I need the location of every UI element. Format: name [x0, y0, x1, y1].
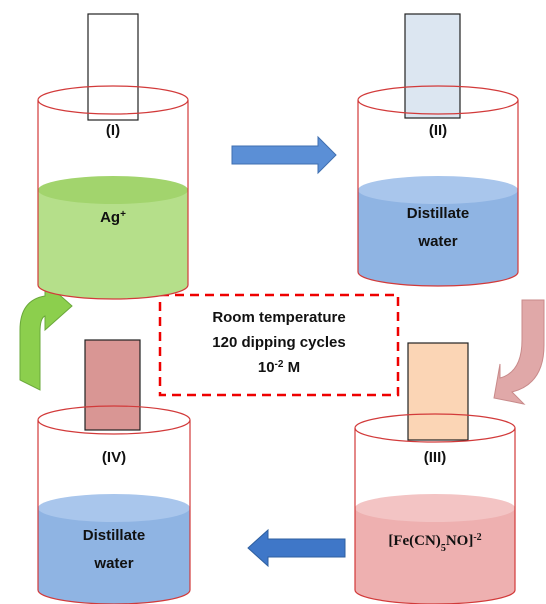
liquid [38, 190, 188, 299]
text-segment: Room temperature [212, 309, 345, 326]
solution-label: Ag+ [100, 209, 126, 227]
arrow-right [231, 135, 337, 175]
substrate [84, 339, 141, 431]
substrate [404, 13, 461, 119]
solution-label: water [93, 555, 133, 572]
beaker-label: (IV) [102, 449, 126, 466]
text-segment: M [283, 359, 300, 376]
beaker-body [37, 100, 189, 300]
liquid-surface [38, 494, 190, 522]
condition-text: 10-2 M [258, 359, 300, 377]
beaker-body [357, 100, 519, 287]
solution-label: water [417, 233, 457, 250]
condition-text: 120 dipping cycles [212, 334, 345, 351]
solution-label: Distillate [83, 527, 146, 544]
substrate [87, 13, 139, 121]
solution-label: Distillate [407, 205, 470, 222]
text-segment: Distillate [407, 205, 470, 222]
text-segment: water [417, 233, 457, 250]
beaker-label: (I) [106, 122, 120, 139]
liquid [355, 508, 515, 604]
text-segment: water [93, 555, 133, 572]
beaker-body [354, 428, 516, 604]
arrow-down [493, 299, 545, 405]
solution-label: [Fe(CN)5NO]-2 [388, 532, 481, 554]
arrow-up [19, 280, 73, 391]
text-segment: NO] [446, 533, 474, 549]
arrow-left [247, 528, 346, 568]
liquid-surface [358, 176, 518, 204]
liquid-surface [38, 176, 188, 204]
text-segment: 120 dipping cycles [212, 334, 345, 351]
text-segment: 10 [258, 359, 275, 376]
condition-text: Room temperature [212, 309, 345, 326]
conditions-box [158, 293, 400, 397]
text-segment: 5 [441, 543, 446, 554]
text-segment: -2 [473, 532, 481, 543]
beaker-label: (II) [429, 122, 447, 139]
text-segment: [Fe(CN) [388, 533, 440, 549]
beaker-label: (III) [424, 449, 447, 466]
substrate [407, 342, 469, 441]
liquid-surface [355, 494, 515, 522]
liquid [358, 190, 518, 286]
text-segment: Ag [100, 209, 120, 226]
text-segment: Distillate [83, 527, 146, 544]
liquid [38, 508, 190, 604]
text-segment: -2 [275, 359, 284, 370]
text-segment: + [120, 209, 126, 220]
